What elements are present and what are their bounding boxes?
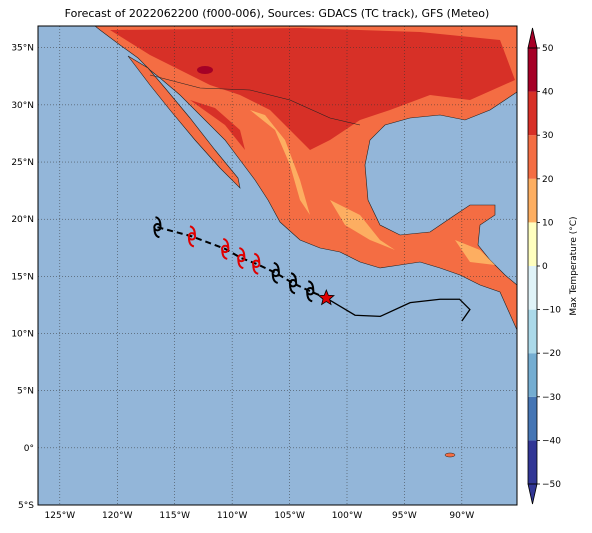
storm-eye bbox=[187, 232, 197, 241]
storm-eye bbox=[237, 253, 246, 263]
hot-region bbox=[190, 100, 245, 150]
storm-arm bbox=[289, 284, 296, 295]
storm-eye bbox=[252, 259, 261, 268]
border bbox=[149, 74, 361, 126]
past-track bbox=[325, 297, 471, 322]
colorbar-segment bbox=[528, 91, 537, 136]
storm-eye bbox=[221, 244, 230, 254]
lat-label: 5°S bbox=[18, 501, 34, 511]
storm-symbol bbox=[252, 252, 261, 275]
colorbar-segment bbox=[528, 396, 537, 441]
colorbar-tick-label: −40 bbox=[542, 436, 561, 446]
colorbar-segment bbox=[528, 48, 537, 92]
colorbar-tick-label: 30 bbox=[542, 131, 554, 141]
lat-label: 5°N bbox=[17, 387, 34, 397]
lat-label: 0° bbox=[24, 444, 34, 454]
lon-label: 100°W bbox=[332, 511, 363, 521]
storm-symbol bbox=[271, 261, 280, 284]
lon-label: 90°W bbox=[449, 511, 474, 521]
colorbar-tick-label: 20 bbox=[542, 175, 554, 185]
lat-label: 15°N bbox=[11, 272, 34, 282]
storm-symbol bbox=[306, 280, 315, 303]
colorbar-segment bbox=[528, 440, 537, 484]
land-baja bbox=[127, 55, 241, 189]
island bbox=[444, 452, 456, 458]
storm-arm bbox=[252, 264, 259, 275]
colorbar-label: Max Temperature (°C) bbox=[569, 216, 579, 315]
storm-arm bbox=[271, 273, 279, 284]
colorbar-extend-top bbox=[527, 27, 538, 49]
lon-label: 120°W bbox=[102, 511, 133, 521]
storm-eye bbox=[153, 223, 162, 232]
map-title: Forecast of 2022062200 (f000-006), Sourc… bbox=[65, 7, 490, 20]
colorbar-extend-bottom bbox=[527, 483, 538, 505]
current-position bbox=[317, 288, 335, 306]
colorbar-segment bbox=[528, 222, 537, 266]
lat-label: 20°N bbox=[11, 215, 34, 225]
colorbar-segment bbox=[528, 178, 537, 223]
map-area bbox=[38, 26, 517, 505]
storm-arm bbox=[189, 225, 196, 236]
storm-arm bbox=[237, 259, 244, 270]
storm-arm bbox=[306, 292, 313, 303]
storm-eye bbox=[306, 287, 315, 296]
storm-symbol bbox=[153, 216, 162, 239]
land-mainland bbox=[94, 26, 517, 331]
storm-symbol bbox=[187, 225, 197, 248]
forecast-track bbox=[157, 226, 327, 300]
cool-region bbox=[250, 110, 310, 215]
colorbar-tick-label: 10 bbox=[542, 218, 554, 228]
storm-arm bbox=[290, 272, 298, 283]
colorbar-segment bbox=[528, 135, 537, 179]
storm-arm bbox=[307, 280, 315, 291]
lon-label: 105°W bbox=[274, 511, 305, 521]
lon-label: 110°W bbox=[217, 511, 248, 521]
lon-label: 125°W bbox=[45, 511, 76, 521]
colorbar-tick-label: −20 bbox=[542, 349, 561, 359]
cool-region bbox=[455, 240, 495, 265]
colorbar-segment bbox=[528, 353, 537, 397]
storm-symbol bbox=[221, 237, 230, 260]
lat-label: 25°N bbox=[11, 158, 34, 168]
lat-label: 30°N bbox=[11, 101, 34, 111]
colorbar-tick-label: 50 bbox=[542, 44, 554, 54]
storm-symbol bbox=[288, 272, 298, 295]
storm-arm bbox=[253, 252, 261, 263]
storm-eye bbox=[271, 268, 280, 278]
storm-arm bbox=[187, 237, 195, 248]
colorbar-segment bbox=[528, 266, 537, 310]
storm-arm bbox=[155, 216, 162, 227]
storm-eye bbox=[288, 279, 298, 288]
lat-label: 35°N bbox=[11, 44, 34, 54]
colorbar-tick-label: 0 bbox=[542, 262, 548, 272]
map-frame bbox=[37, 25, 518, 506]
storm-arm bbox=[239, 247, 246, 258]
lon-label: 115°W bbox=[159, 511, 190, 521]
colorbar-tick-label: 40 bbox=[542, 88, 554, 98]
colorbar-tick-label: −50 bbox=[542, 480, 561, 490]
storm-arm bbox=[153, 228, 160, 239]
lat-label: 10°N bbox=[11, 330, 34, 340]
storm-arm bbox=[273, 261, 280, 272]
storm-symbol bbox=[237, 247, 246, 270]
cool-region bbox=[330, 200, 395, 250]
storm-arm bbox=[222, 237, 230, 248]
hot-spot bbox=[197, 66, 213, 74]
colorbar-tick-label: −10 bbox=[542, 306, 561, 316]
colorbar-segment bbox=[528, 309, 537, 354]
colorbar-tick-label: −30 bbox=[542, 393, 561, 403]
hot-region bbox=[110, 28, 515, 150]
lon-label: 95°W bbox=[392, 511, 417, 521]
storm-arm bbox=[221, 249, 228, 260]
